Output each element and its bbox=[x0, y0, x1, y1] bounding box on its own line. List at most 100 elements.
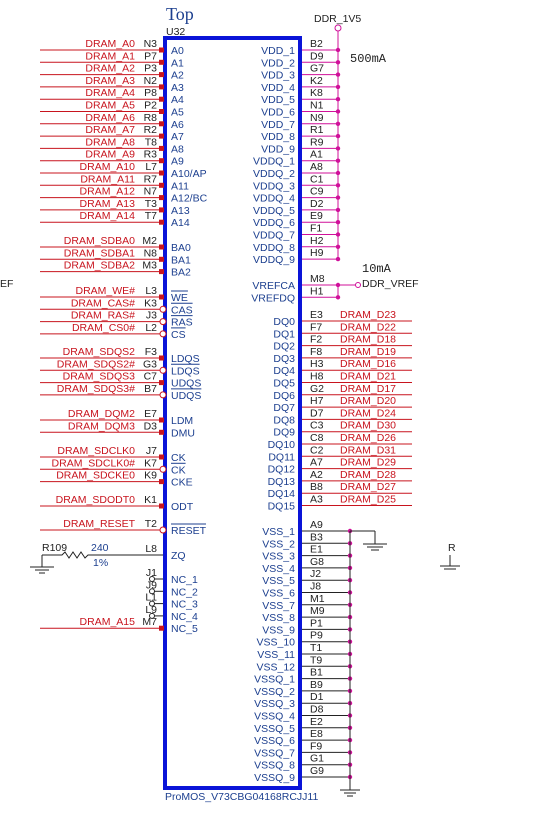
rail-name: DDR_1V5 bbox=[314, 13, 361, 25]
pin-dot bbox=[159, 269, 164, 275]
pin-name: VSSQ_3 bbox=[254, 698, 295, 710]
invert-bubble bbox=[159, 318, 167, 326]
edge-fragment: R bbox=[448, 542, 456, 554]
pin-number: A1 bbox=[310, 149, 323, 161]
pin-number: R1 bbox=[310, 124, 324, 136]
pin-name: A2 bbox=[171, 70, 184, 82]
pin-dot bbox=[159, 170, 164, 176]
pin-number: D7 bbox=[310, 407, 324, 419]
pin-number: J8 bbox=[310, 581, 321, 593]
pin-name: DQ6 bbox=[273, 390, 295, 402]
pin-number: A2 bbox=[310, 469, 323, 481]
pin-dot bbox=[159, 244, 164, 250]
pin-number: L8 bbox=[145, 543, 157, 555]
chip-body bbox=[163, 36, 302, 790]
pin-dot bbox=[159, 84, 164, 90]
pin-number: L2 bbox=[145, 322, 157, 334]
net-label: DRAM_A6 bbox=[85, 112, 135, 124]
pin-number: P3 bbox=[144, 63, 157, 75]
edge-fragment: EF bbox=[0, 278, 13, 290]
pin-number: H9 bbox=[310, 247, 324, 259]
vref-current: 10mA bbox=[362, 262, 392, 276]
pin-number: E8 bbox=[310, 728, 323, 740]
pin-name: DMU bbox=[171, 427, 195, 439]
pin-dot bbox=[159, 195, 164, 201]
pin-number: G2 bbox=[310, 383, 324, 395]
pin-number: K8 bbox=[310, 87, 323, 99]
pin-name: VDD_3 bbox=[261, 70, 295, 82]
pin-number: C9 bbox=[310, 186, 324, 198]
pin-name: A11 bbox=[171, 180, 189, 192]
pin-name: A6 bbox=[171, 119, 184, 131]
net-label: DRAM_A8 bbox=[85, 136, 135, 148]
pin-number: J3 bbox=[146, 310, 157, 322]
net-label: DRAM_D28 bbox=[340, 469, 396, 481]
pin-number: M1 bbox=[310, 593, 325, 605]
pin-name: VSS_8 bbox=[262, 612, 295, 624]
pin-number: F2 bbox=[310, 334, 322, 346]
pin-name: VSSQ_9 bbox=[254, 772, 295, 784]
pin-name: VSSQ_7 bbox=[254, 747, 295, 759]
net-label: DRAM_RAS# bbox=[71, 310, 135, 322]
wiring: DRAM_A0 N3 A0 DRAM_A1 P7 A1 DRAM_A2 P3 A2 DRAM_A3… bbox=[30, 24, 460, 797]
net-label: DRAM_D23 bbox=[340, 309, 396, 321]
pin-dot bbox=[159, 294, 164, 300]
pin-name: A10/AP bbox=[171, 168, 207, 180]
pin-name: RAS bbox=[171, 317, 193, 329]
pin-number: R3 bbox=[144, 149, 158, 161]
pin-number: E9 bbox=[310, 210, 323, 222]
pin-dot bbox=[159, 96, 164, 102]
pin-name: VSSQ_2 bbox=[254, 686, 295, 698]
pin-number: J9 bbox=[146, 579, 157, 591]
pin-name: VSS_12 bbox=[256, 661, 295, 673]
pin-dot bbox=[159, 133, 164, 139]
pin-name: A13 bbox=[171, 205, 190, 217]
pin-number: C1 bbox=[310, 173, 324, 185]
part-number: ProMOS_V73CBG04168RCJJ11 bbox=[165, 791, 318, 803]
pin-number: N1 bbox=[310, 100, 324, 112]
net-label: DRAM_SDCKE0 bbox=[56, 470, 135, 482]
pin-number: B9 bbox=[310, 679, 323, 691]
pin-number: G1 bbox=[310, 753, 324, 765]
pin-dot bbox=[159, 417, 164, 423]
pin-number: B2 bbox=[310, 38, 323, 50]
pin-name: VSSQ_5 bbox=[254, 723, 295, 735]
pin-number: K1 bbox=[144, 494, 157, 506]
pin-dot bbox=[159, 380, 164, 386]
pin-name: VSS_9 bbox=[262, 624, 295, 636]
pin-name: NC_5 bbox=[171, 623, 198, 635]
pin-number: N9 bbox=[310, 112, 324, 124]
pin-number: K7 bbox=[144, 457, 157, 469]
pin-name: VDD_7 bbox=[261, 119, 295, 131]
pin-name: CS bbox=[171, 329, 186, 341]
pin-dot bbox=[159, 47, 164, 53]
pin-name: UDQS bbox=[171, 378, 201, 390]
pin-name: ZQ bbox=[171, 550, 186, 562]
net-label: DRAM_A4 bbox=[85, 87, 135, 99]
pin-dot bbox=[159, 219, 164, 225]
pin-dot bbox=[159, 625, 164, 631]
net-label: DRAM_A9 bbox=[85, 149, 135, 161]
sheet-title: Top bbox=[166, 4, 194, 24]
pin-number: H1 bbox=[310, 285, 324, 297]
pin-name: A3 bbox=[171, 82, 184, 94]
pin-number: C7 bbox=[144, 371, 158, 383]
net-label: DRAM_A7 bbox=[85, 124, 135, 136]
net-label: DRAM_A10 bbox=[80, 161, 136, 173]
pin-name: RESET bbox=[171, 525, 207, 537]
pin-number: E2 bbox=[310, 716, 323, 728]
pin-number: L1 bbox=[145, 592, 157, 604]
pin-name: CKE bbox=[171, 477, 193, 489]
pin-name: A9 bbox=[171, 156, 184, 168]
pin-name: VDD_4 bbox=[261, 82, 295, 94]
pin-number: M2 bbox=[142, 235, 157, 247]
pin-dot bbox=[159, 256, 164, 262]
pin-number: P9 bbox=[310, 630, 323, 642]
pin-name: UDQS bbox=[171, 390, 201, 402]
pin-name: VDDQ_5 bbox=[253, 205, 295, 217]
invert-bubble bbox=[159, 391, 167, 399]
invert-bubble bbox=[159, 465, 167, 473]
refdes: U32 bbox=[166, 26, 185, 38]
pin-number: K2 bbox=[310, 75, 323, 87]
